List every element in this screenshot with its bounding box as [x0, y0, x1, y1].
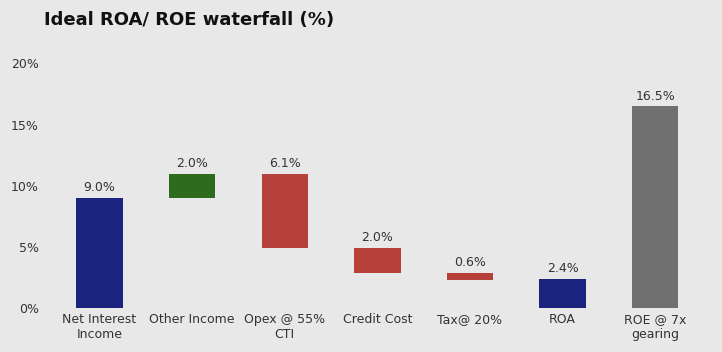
Text: Ideal ROA/ ROE waterfall (%): Ideal ROA/ ROE waterfall (%): [44, 11, 334, 29]
Text: 2.4%: 2.4%: [547, 262, 578, 275]
Text: 16.5%: 16.5%: [635, 90, 675, 102]
Text: 0.6%: 0.6%: [454, 256, 486, 269]
Bar: [169, 174, 215, 198]
Bar: [261, 174, 308, 248]
Bar: [355, 248, 401, 272]
Text: 6.1%: 6.1%: [269, 157, 300, 170]
Bar: [447, 272, 493, 280]
Text: 9.0%: 9.0%: [84, 181, 116, 194]
Bar: [77, 198, 123, 308]
Bar: [632, 106, 679, 308]
Text: 2.0%: 2.0%: [362, 231, 393, 244]
Text: 2.0%: 2.0%: [176, 157, 208, 170]
Bar: [539, 279, 586, 308]
